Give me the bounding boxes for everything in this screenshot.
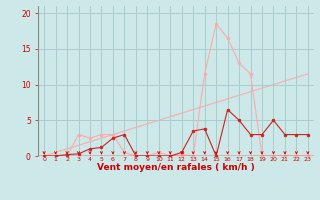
X-axis label: Vent moyen/en rafales ( km/h ): Vent moyen/en rafales ( km/h ) — [97, 163, 255, 172]
